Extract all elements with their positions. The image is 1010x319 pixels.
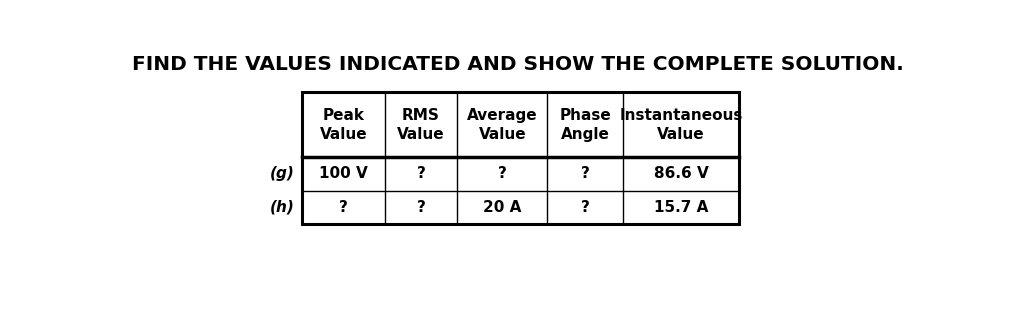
Text: RMS
Value: RMS Value [397,108,444,142]
Text: FIND THE VALUES INDICATED AND SHOW THE COMPLETE SOLUTION.: FIND THE VALUES INDICATED AND SHOW THE C… [131,56,904,74]
Text: ?: ? [581,200,590,215]
Text: Peak
Value: Peak Value [319,108,368,142]
Text: 20 A: 20 A [483,200,521,215]
Text: ?: ? [581,167,590,182]
Text: 15.7 A: 15.7 A [654,200,708,215]
Text: ?: ? [498,167,507,182]
Text: Phase
Angle: Phase Angle [560,108,611,142]
Text: Average
Value: Average Value [467,108,537,142]
Text: (g): (g) [270,167,295,182]
Text: ?: ? [416,167,425,182]
Text: ?: ? [416,200,425,215]
Text: (h): (h) [270,200,295,215]
Text: 86.6 V: 86.6 V [653,167,709,182]
Text: 100 V: 100 V [319,167,368,182]
Text: Instantaneous
Value: Instantaneous Value [619,108,743,142]
Text: ?: ? [339,200,347,215]
